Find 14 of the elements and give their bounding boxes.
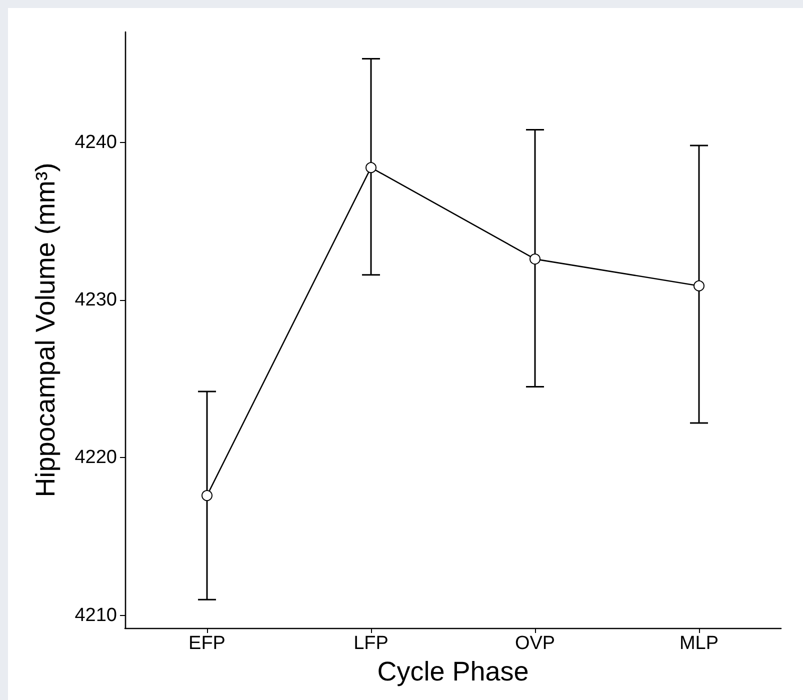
y-tick-label: 4230 — [74, 290, 117, 311]
y-tick-label: 4240 — [74, 132, 117, 153]
x-tick-label: OVP — [514, 633, 556, 654]
x-tick-label: LFP — [354, 633, 388, 654]
point — [202, 490, 212, 502]
y-axis-title: Hippocampal Volume (mm³) — [30, 162, 60, 498]
x-tick-label: MLP — [679, 633, 719, 654]
point — [366, 162, 376, 174]
x-tick-label: EFP — [188, 633, 226, 654]
y-tick-label: 4220 — [74, 447, 117, 468]
point — [694, 280, 704, 292]
x-axis-title: Cycle Phase — [377, 656, 529, 686]
y-tick-label: 4210 — [74, 604, 117, 626]
point — [530, 254, 540, 265]
